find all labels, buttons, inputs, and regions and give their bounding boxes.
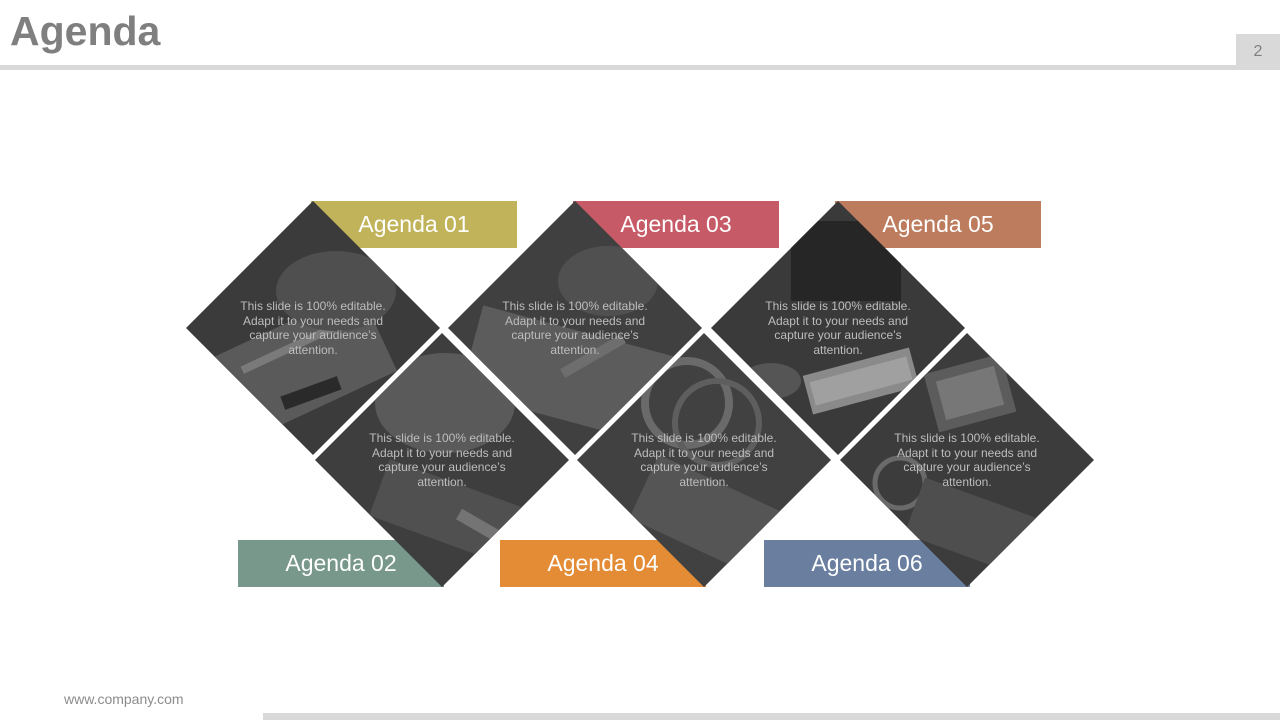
agenda-06-text: This slide is 100% editable. Adapt it to… xyxy=(894,431,1040,489)
agenda-01-text: This slide is 100% editable. Adapt it to… xyxy=(240,299,386,357)
agenda-04-text: This slide is 100% editable. Adapt it to… xyxy=(631,431,777,489)
page-number: 2 xyxy=(1236,34,1280,70)
slide-title: Agenda xyxy=(10,8,161,54)
agenda-03-text: This slide is 100% editable. Adapt it to… xyxy=(502,299,648,357)
title-underline xyxy=(0,65,1236,70)
footer-website: www.company.com xyxy=(64,691,184,707)
agenda-05-text: This slide is 100% editable. Adapt it to… xyxy=(765,299,911,357)
footer-rule xyxy=(263,713,1280,720)
agenda-02-text: This slide is 100% editable. Adapt it to… xyxy=(369,431,515,489)
